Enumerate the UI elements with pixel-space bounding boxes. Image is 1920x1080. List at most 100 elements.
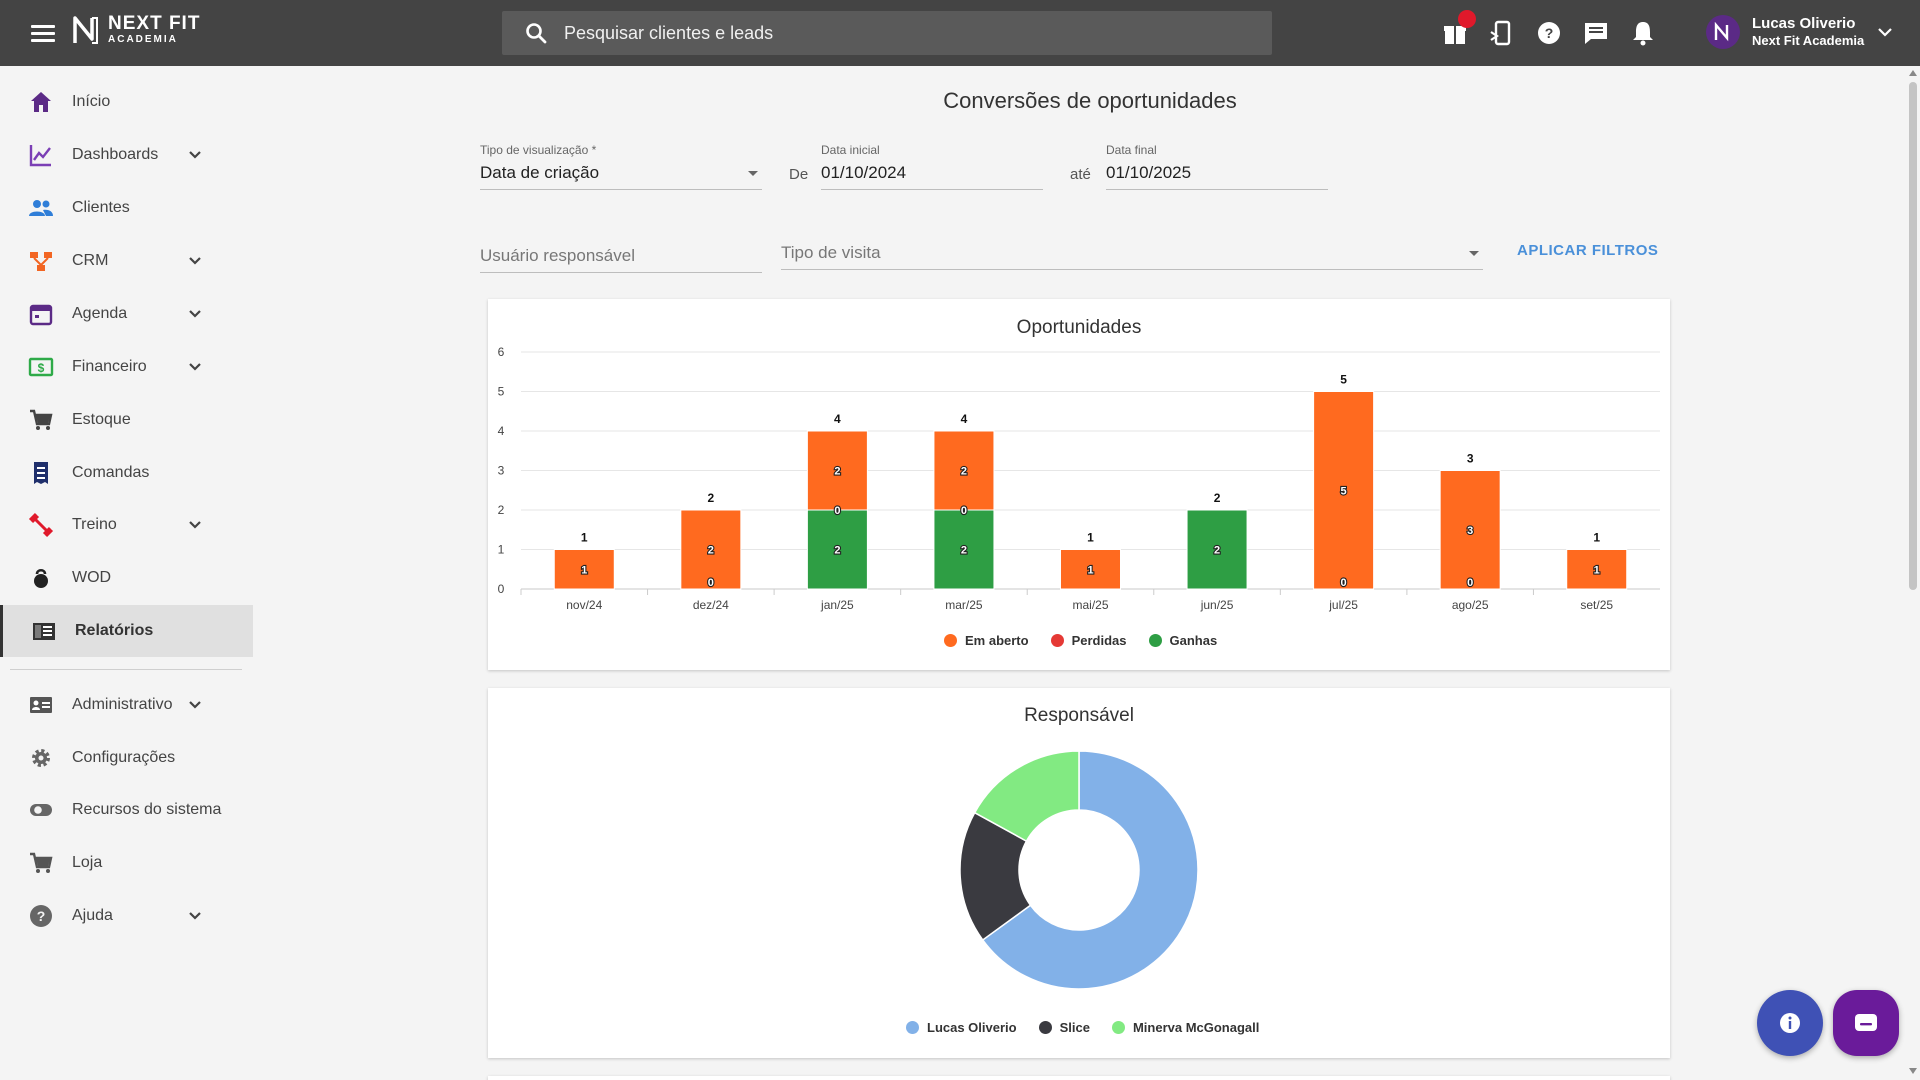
scroll-down-arrow-icon[interactable] (1909, 1068, 1917, 1074)
menu-icon[interactable] (28, 21, 58, 45)
sidebar-item-label: Dashboards (72, 146, 159, 163)
bar-total-label: 3 (1467, 452, 1474, 466)
visit-type-select[interactable]: Tipo de visita (781, 243, 1483, 270)
gift-icon[interactable] (1440, 10, 1476, 48)
to-label: até (1070, 166, 1091, 183)
search-input[interactable] (564, 22, 1224, 44)
chevron-down-icon[interactable] (184, 694, 206, 716)
sidebar-item-label: Financeiro (72, 358, 147, 375)
sidebar-item-label: Configurações (72, 749, 176, 766)
chat-icon[interactable] (1581, 18, 1611, 48)
info-button[interactable] (1757, 990, 1823, 1056)
avatar (1706, 15, 1740, 49)
sidebar-item-financeiro[interactable]: $ Financeiro (0, 341, 253, 393)
chat-widget-button[interactable] (1833, 990, 1899, 1056)
user-responsible-field[interactable]: Usuário responsável (480, 246, 762, 273)
dropdown-caret-icon (748, 171, 758, 176)
sidebar-item-administrativo[interactable]: Administrativo (0, 679, 253, 731)
bar-segment-em-aberto (1060, 549, 1121, 590)
start-date-field[interactable]: Data inicial 01/10/2024 (821, 143, 1043, 190)
sidebar-item-inicio[interactable]: Início (0, 76, 253, 128)
sidebar-item-wod[interactable]: WOD (0, 552, 253, 604)
apply-filters-button[interactable]: APLICAR FILTROS (1517, 242, 1659, 259)
sidebar-item-estoque[interactable]: Estoque (0, 394, 253, 446)
bar-total-label: 4 (961, 412, 968, 426)
chevron-down-icon[interactable] (184, 905, 206, 927)
legend-item[interactable]: Perdidas (1050, 633, 1127, 648)
chevron-down-icon[interactable] (184, 250, 206, 272)
kettlebell-icon (34, 568, 48, 588)
info-icon (1780, 1013, 1800, 1033)
brand-logo[interactable]: NEXT FIT ACADEMIA (72, 14, 200, 45)
chevron-down-icon[interactable] (1874, 21, 1896, 43)
bar-total-label: 5 (1340, 373, 1347, 387)
sidebar-item-treino[interactable]: Treino (0, 499, 253, 551)
sidebar-item-label: Loja (72, 854, 103, 871)
user-name: Lucas Oliverio (1752, 15, 1856, 33)
dumbbell-icon (28, 512, 54, 538)
view-type-select[interactable]: Tipo de visualização * Data de criação (480, 143, 762, 190)
mobile-icon[interactable] (1487, 18, 1517, 48)
sidebar-item-label: Administrativo (72, 696, 173, 713)
y-tick-label: 3 (498, 464, 505, 478)
x-tick-label: jun/25 (1200, 598, 1234, 612)
sidebar-item-dashboards[interactable]: Dashboards (0, 129, 253, 181)
legend-item[interactable]: Slice (1038, 1020, 1090, 1035)
segment-label: 0 (834, 505, 840, 517)
bar-total-label: 1 (1087, 531, 1094, 545)
user-org: Next Fit Academia (1752, 33, 1865, 49)
responsible-card: Responsável Lucas Oliverio Slice Minerva M… (488, 688, 1670, 1058)
legend-label: Em aberto (965, 633, 1029, 648)
crm-icon (30, 252, 52, 271)
sidebar-item-relatorios[interactable]: Relatórios (0, 605, 253, 657)
scroll-thumb[interactable] (1909, 82, 1917, 590)
sidebar-item-ajuda[interactable]: ? Ajuda (0, 890, 253, 942)
visit-type-placeholder: Tipo de visita (781, 243, 881, 262)
sidebar-item-label: Início (72, 93, 111, 110)
bar-segment-em-aberto (1313, 391, 1375, 590)
sidebar-item-recursos-do-sistema[interactable]: Recursos do sistema (0, 784, 253, 836)
help-icon[interactable]: ? (1534, 18, 1564, 48)
scrollbar[interactable] (1906, 66, 1920, 1080)
segment-label: 2 (834, 466, 840, 478)
help-icon: ? (30, 905, 52, 927)
sidebar-item-label: Estoque (72, 411, 131, 428)
brand-name: NEXT FIT (108, 13, 201, 34)
user-menu[interactable]: Lucas Oliverio Next Fit Academia (1706, 15, 1896, 49)
sidebar-item-crm[interactable]: CRM (0, 235, 253, 287)
sidebar-item-configuracoes[interactable]: Configurações (0, 732, 253, 784)
scroll-up-arrow-icon[interactable] (1909, 70, 1917, 76)
sidebar-item-clientes[interactable]: Clientes (0, 182, 253, 234)
bar-segment-em-aberto (553, 549, 615, 590)
sidebar-item-agenda[interactable]: Agenda (0, 288, 253, 340)
search-icon[interactable] (524, 21, 548, 45)
bell-icon[interactable] (1628, 18, 1658, 48)
view-type-value: Data de criação (480, 163, 600, 182)
legend-item[interactable]: Ganhas (1148, 633, 1217, 648)
view-type-label: Tipo de visualização * (480, 143, 597, 157)
chat-widget-icon (1855, 1014, 1877, 1031)
sidebar-item-label: Comandas (72, 464, 150, 481)
avatar-logo-icon (1714, 22, 1729, 42)
legend-dot (1050, 634, 1064, 647)
end-date-field[interactable]: Data final 01/10/2025 (1106, 143, 1328, 190)
y-tick-label: 5 (498, 385, 505, 399)
legend-item[interactable]: Em aberto (944, 633, 1029, 648)
chevron-down-icon[interactable] (184, 356, 206, 378)
segment-label: 0 (1341, 577, 1347, 589)
chevron-down-icon[interactable] (184, 514, 206, 536)
x-tick-label: dez/24 (693, 598, 729, 612)
chevron-down-icon[interactable] (184, 144, 206, 166)
y-tick-label: 0 (498, 582, 505, 596)
sidebar-item-loja[interactable]: Loja (0, 837, 253, 889)
legend-dot (1111, 1021, 1125, 1034)
segment-label: 0 (961, 505, 967, 517)
bar-segment-em-aberto (806, 430, 868, 511)
segment-label: 5 (1341, 485, 1347, 497)
legend-item[interactable]: Minerva McGonagall (1111, 1020, 1259, 1035)
toggle-icon (30, 804, 52, 816)
opportunities-chart-title: Oportunidades (1016, 317, 1142, 338)
sidebar-item-comandas[interactable]: Comandas (0, 447, 253, 499)
chevron-down-icon[interactable] (184, 303, 206, 325)
legend-item[interactable]: Lucas Oliverio (906, 1020, 1017, 1035)
